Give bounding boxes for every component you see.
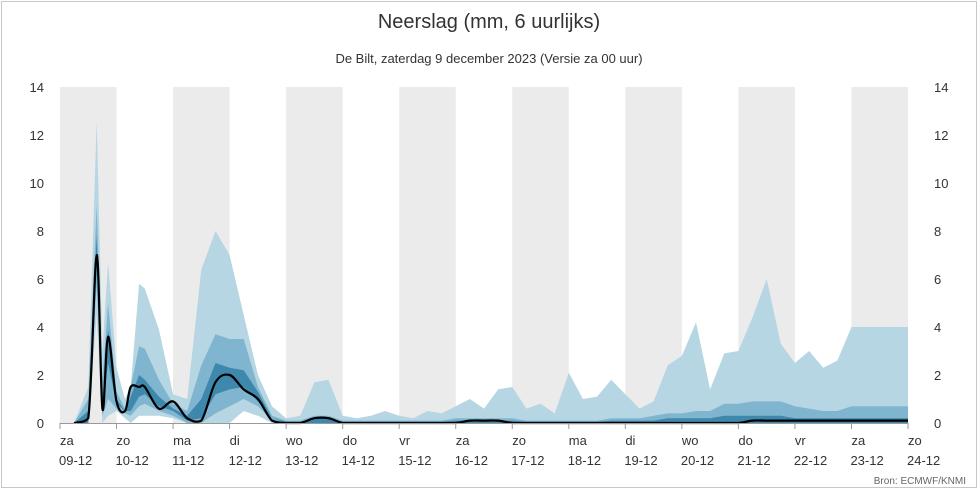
y-tick-label-left: 0 xyxy=(37,416,44,431)
x-tick-label-day: vr xyxy=(399,433,411,448)
y-tick-label-left: 6 xyxy=(37,272,44,287)
y-tick-label-right: 4 xyxy=(934,320,941,335)
day-band xyxy=(512,87,569,423)
x-tick-label-day: zo xyxy=(512,433,526,448)
y-tick-label-right: 14 xyxy=(934,80,948,95)
x-tick-label-day: za xyxy=(60,433,75,448)
y-axis-layer: 0 0 2 2 4 4 6 6 8 8 10 10 12 12 14 14 xyxy=(30,80,949,431)
x-tick-label-day: di xyxy=(625,433,635,448)
chart-subtitle: De Bilt, zaterdag 9 december 2023 (Versi… xyxy=(335,51,642,66)
x-tick-label-date: 23-12 xyxy=(850,453,883,468)
x-tick-label-day: ma xyxy=(569,433,588,448)
y-tick-label-left: 12 xyxy=(30,128,44,143)
inner-range-area xyxy=(74,235,909,423)
x-tick-label-date: 16-12 xyxy=(455,453,488,468)
x-tick-label-date: 11-12 xyxy=(172,453,204,468)
x-tick-label-date: 12-12 xyxy=(229,453,262,468)
y-tick-label-right: 2 xyxy=(934,368,941,383)
y-tick-label-right: 8 xyxy=(934,224,941,239)
x-tick-label-day: za xyxy=(851,433,866,448)
x-tick-label-day: ma xyxy=(173,433,192,448)
x-tick-label-day: vr xyxy=(795,433,807,448)
y-tick-label-left: 8 xyxy=(37,224,44,239)
chart-title: Neerslag (mm, 6 uurlijks) xyxy=(378,11,600,33)
x-tick-label-date: 20-12 xyxy=(681,453,714,468)
y-tick-label-right: 10 xyxy=(934,176,948,191)
x-tick-label-date: 24-12 xyxy=(907,453,940,468)
x-tick-label-day: do xyxy=(343,433,357,448)
outer-range-area xyxy=(74,120,909,423)
x-tick-label-date: 18-12 xyxy=(568,453,601,468)
day-band xyxy=(286,87,343,423)
x-tick-label-date: 13-12 xyxy=(285,453,318,468)
x-tick-label-date: 10-12 xyxy=(116,453,149,468)
y-tick-label-right: 0 xyxy=(934,416,941,431)
x-tick-label-day: zo xyxy=(117,433,131,448)
x-tick-label-date: 09-12 xyxy=(59,453,92,468)
day-band xyxy=(399,87,456,423)
x-tick-label-day: zo xyxy=(908,433,922,448)
day-band-layer xyxy=(60,87,908,423)
x-tick-label-day: di xyxy=(230,433,240,448)
x-tick-label-date: 21-12 xyxy=(737,453,770,468)
x-tick-label-day: do xyxy=(738,433,752,448)
y-tick-label-left: 4 xyxy=(37,320,44,335)
x-tick-label-date: 15-12 xyxy=(398,453,431,468)
x-axis-layer: za 09-12 zo 10-12 ma 11-12 di 12-12 wo 13-12 do 14-… xyxy=(59,423,940,468)
y-tick-label-right: 12 xyxy=(934,128,948,143)
y-tick-label-left: 14 xyxy=(30,80,44,95)
x-tick-label-day: wo xyxy=(681,433,699,448)
source-credit: Bron: ECMWF/KNMI xyxy=(874,476,966,487)
x-tick-label-date: 22-12 xyxy=(794,453,827,468)
x-tick-label-day: za xyxy=(456,433,471,448)
y-tick-label-left: 10 xyxy=(30,176,44,191)
x-tick-label-date: 17-12 xyxy=(511,453,544,468)
x-tick-label-date: 14-12 xyxy=(342,453,375,468)
x-tick-label-date: 19-12 xyxy=(624,453,657,468)
x-tick-label-day: wo xyxy=(285,433,303,448)
y-tick-label-right: 6 xyxy=(934,272,941,287)
y-tick-label-left: 2 xyxy=(37,368,44,383)
